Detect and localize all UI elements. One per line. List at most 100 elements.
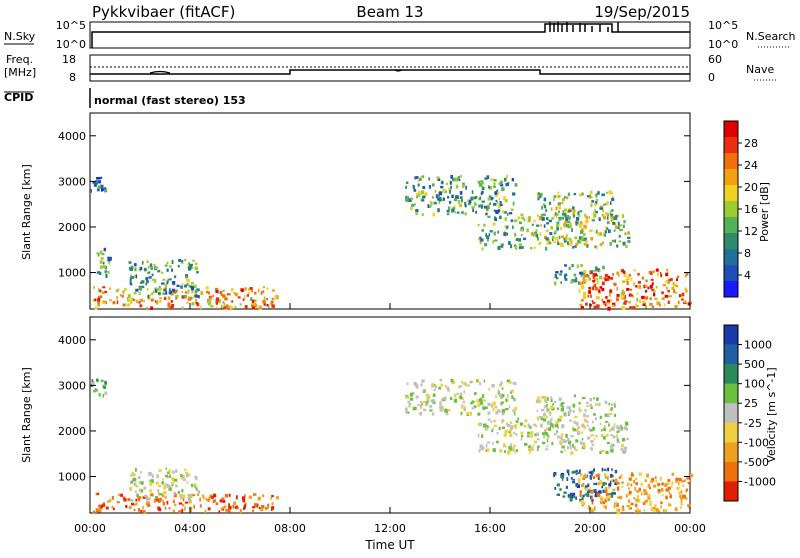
power-colorbar-tick-label: 8: [744, 247, 751, 260]
power-data-cell: [416, 192, 419, 196]
power-data-cell: [592, 276, 595, 280]
power-data-cell: [567, 241, 569, 245]
velocity-data-cell: [427, 399, 430, 403]
power-data-cell: [247, 291, 250, 295]
power-data-cell: [569, 243, 573, 246]
velocity-colorbar-tick-label: 1000: [744, 339, 772, 352]
power-data-cell: [540, 213, 543, 217]
velocity-data-cell: [562, 495, 566, 498]
power-data-cell: [569, 224, 572, 228]
velocity-data-cell: [605, 476, 607, 479]
power-data-cell: [263, 302, 266, 306]
velocity-data-cell: [108, 499, 112, 503]
power-data-cell: [124, 287, 127, 291]
power-data-cell: [578, 281, 580, 285]
power-data-cell: [606, 216, 609, 220]
velocity-data-cell: [550, 418, 553, 421]
power-data-cell: [446, 182, 449, 186]
power-data-cell: [492, 222, 496, 226]
nsky-tick-top: 10^5: [56, 19, 86, 32]
power-data-cell: [493, 203, 497, 206]
velocity-data-cell: [608, 497, 611, 501]
power-data-cell: [109, 256, 112, 261]
velocity-data-cell: [158, 469, 162, 472]
power-data-cell: [446, 209, 450, 213]
power-data-cell: [266, 304, 269, 307]
velocity-data-cell: [546, 438, 549, 443]
freq-panel-frame: [89, 54, 691, 82]
power-data-cell: [176, 284, 180, 288]
velocity-data-cell: [473, 405, 477, 409]
velocity-data-cell: [642, 502, 646, 505]
velocity-data-cell: [594, 494, 597, 497]
power-data-cell: [127, 294, 131, 298]
velocity-data-cell: [146, 497, 149, 500]
velocity-colorbar-frame: [723, 324, 739, 502]
velocity-data-cell: [242, 498, 246, 503]
power-data-cell: [486, 205, 490, 210]
power-data-cell: [151, 278, 155, 281]
velocity-data-cell: [590, 434, 595, 437]
power-data-cell: [641, 295, 645, 300]
velocity-data-cell: [512, 449, 516, 452]
velocity-data-cell: [559, 440, 562, 444]
power-data-cell: [107, 271, 110, 274]
velocity-data-cell: [507, 424, 511, 427]
power-data-cell: [574, 236, 578, 240]
power-data-cell: [254, 299, 257, 303]
power-data-cell: [546, 222, 549, 225]
velocity-data-cell: [271, 507, 273, 511]
velocity-data-cell: [628, 490, 632, 494]
power-data-cell: [554, 230, 557, 234]
power-data-cell: [583, 269, 587, 274]
velocity-data-cell: [650, 480, 653, 483]
velocity-data-cell: [409, 392, 414, 397]
power-data-cell: [129, 300, 133, 305]
power-data-cell: [226, 293, 229, 296]
power-data-cell: [514, 234, 517, 237]
power-data-cell: [656, 302, 660, 306]
power-data-cell: [597, 191, 600, 195]
velocity-data-cell: [93, 389, 96, 393]
velocity-data-cell: [604, 413, 607, 417]
velocity-data-cell: [498, 393, 502, 398]
velocity-data-cell: [150, 493, 154, 497]
power-data-cell: [638, 280, 641, 284]
velocity-data-cell: [634, 509, 637, 514]
power-data-cell: [99, 265, 103, 269]
velocity-data-cell: [616, 431, 619, 434]
velocity-data-cell: [657, 510, 661, 513]
velocity-data-cell: [477, 433, 480, 438]
velocity-data-cell: [477, 412, 481, 416]
power-data-cell: [571, 206, 575, 210]
velocity-data-cell: [100, 504, 103, 509]
velocity-data-cell: [606, 433, 609, 437]
velocity-data-cell: [236, 495, 238, 499]
velocity-data-cell: [612, 492, 616, 495]
velocity-data-cell: [587, 424, 589, 427]
power-data-cell: [561, 213, 566, 216]
velocity-data-cell: [459, 395, 463, 399]
power-data-cell: [488, 195, 492, 199]
velocity-data-cell: [105, 506, 109, 510]
velocity-data-cell: [424, 402, 428, 407]
power-data-cell: [490, 178, 494, 181]
power-data-cell: [475, 210, 477, 214]
velocity-data-cell: [599, 500, 603, 505]
power-data-cell: [650, 278, 654, 281]
power-data-cell: [153, 278, 157, 283]
power-data-layer: [90, 174, 692, 311]
velocity-data-cell: [627, 492, 632, 496]
velocity-data-cell: [503, 433, 507, 437]
velocity-data-cell: [228, 503, 230, 507]
power-data-cell: [651, 270, 655, 273]
power-data-cell: [215, 290, 219, 294]
power-data-cell: [575, 223, 578, 226]
power-data-cell: [601, 241, 604, 245]
velocity-data-cell: [545, 403, 548, 408]
power-data-cell: [215, 301, 218, 305]
power-data-cell: [548, 219, 552, 223]
velocity-data-cell: [621, 508, 625, 512]
velocity-data-cell: [248, 495, 253, 499]
power-data-cell: [592, 301, 596, 305]
